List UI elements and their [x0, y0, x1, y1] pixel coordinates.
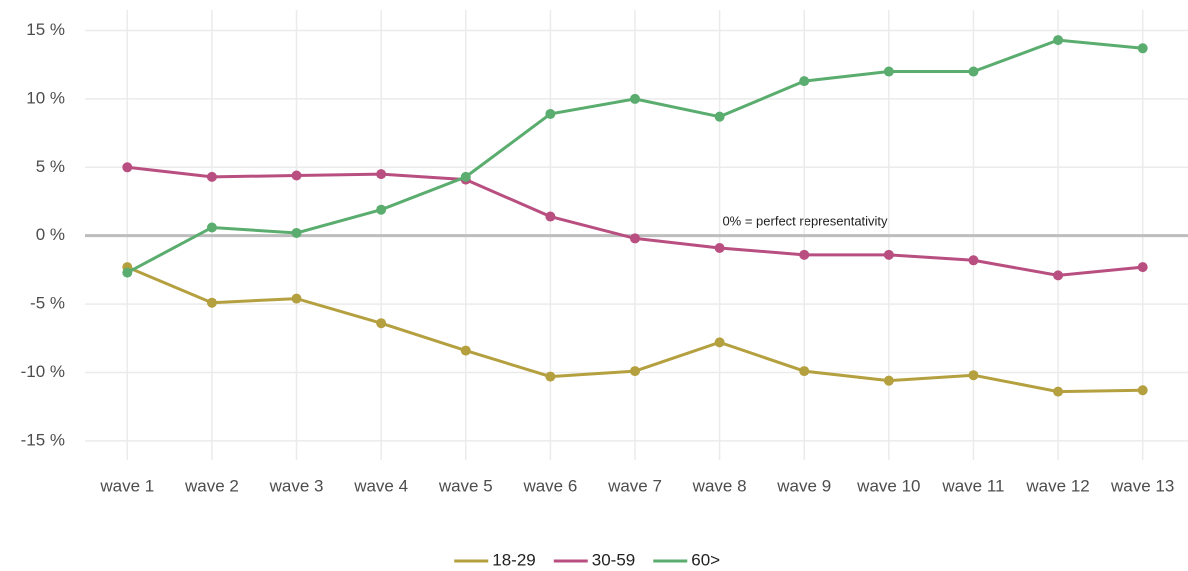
point [1053, 386, 1064, 397]
point [460, 171, 471, 182]
point [799, 76, 810, 87]
point [714, 242, 725, 253]
point [883, 66, 894, 77]
x-tick-label: wave 1 [99, 476, 154, 495]
point [376, 169, 387, 180]
point [883, 249, 894, 260]
point [206, 297, 217, 308]
point [206, 222, 217, 233]
lines [122, 35, 1148, 397]
point [799, 249, 810, 260]
point [460, 345, 471, 356]
x-tick-label: wave 11 [941, 476, 1004, 495]
x-tick-label: wave 7 [607, 476, 662, 495]
point [545, 371, 556, 382]
y-tick-label: -10 % [21, 362, 65, 381]
x-tick-label: wave 5 [438, 476, 493, 495]
point [291, 293, 302, 304]
point [545, 108, 556, 119]
x-tick-label: wave 10 [856, 476, 920, 495]
y-tick-label: 15 % [26, 20, 65, 39]
y-tick-label: 0 % [36, 225, 65, 244]
x-tick-label: wave 8 [692, 476, 747, 495]
legend-label: 60> [691, 550, 720, 569]
point [291, 170, 302, 181]
point [968, 370, 979, 381]
point [630, 93, 640, 104]
x-tick-label: wave 4 [353, 476, 408, 495]
point [968, 255, 979, 266]
x-tick-label: wave 9 [776, 476, 831, 495]
y-tick-label: 5 % [36, 157, 65, 176]
point [1053, 35, 1064, 46]
point [630, 366, 640, 377]
point [799, 366, 810, 377]
point [1137, 43, 1148, 54]
point [968, 66, 979, 77]
x-tick-label: wave 2 [184, 476, 239, 495]
legend-label: 30-59 [592, 550, 635, 569]
point [714, 337, 725, 348]
point [545, 211, 556, 222]
point [883, 375, 894, 386]
point [122, 162, 133, 173]
x-tick-label: wave 13 [1110, 476, 1174, 495]
legend-label: 18-29 [492, 550, 535, 569]
point [376, 204, 387, 215]
point [122, 267, 133, 278]
point [206, 171, 217, 182]
y-tick-label: -5 % [30, 294, 65, 313]
point [376, 318, 387, 329]
point [1137, 385, 1148, 396]
annotation: 0% = perfect representativity [722, 213, 888, 228]
x-tick-label: wave 3 [269, 476, 324, 495]
point [1137, 262, 1148, 273]
point [630, 233, 640, 244]
y-tick-label: 10 % [26, 88, 65, 107]
x-tick-label: wave 6 [522, 476, 577, 495]
x-tick-label: wave 12 [1025, 476, 1089, 495]
point [714, 111, 725, 122]
labels: -15 % -10 % -5 % 0 % 5 % 10 % 15 % wave 1 wave 2… [21, 20, 1175, 569]
y-tick-label: -15 % [21, 430, 65, 449]
point [291, 227, 302, 238]
point [1053, 270, 1064, 281]
